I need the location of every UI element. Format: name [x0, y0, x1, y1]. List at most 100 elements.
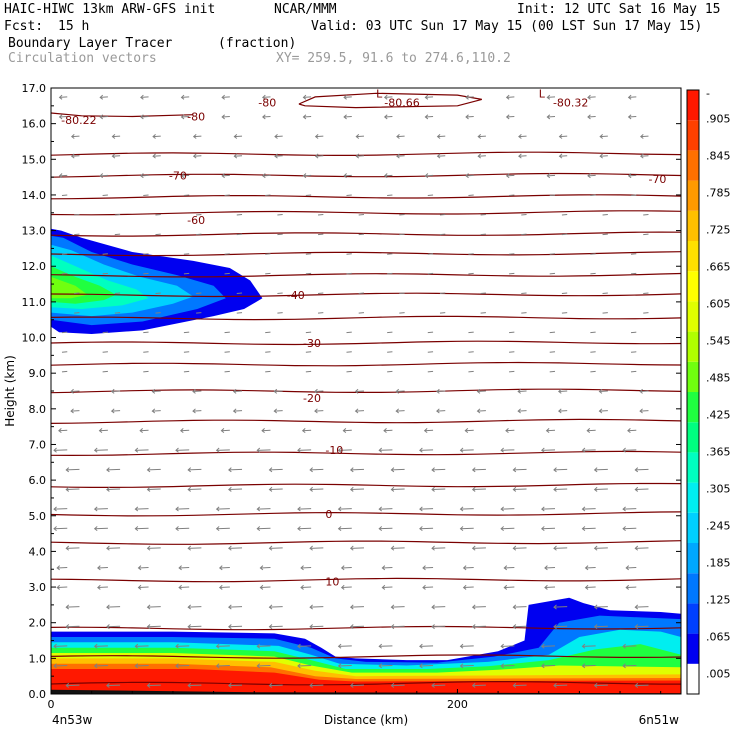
- wind-vector-head: [187, 545, 192, 551]
- wind-vector: [427, 351, 434, 353]
- colorbar-swatch: [687, 301, 699, 332]
- wind-vector: [97, 586, 108, 589]
- wind-vector: [355, 390, 364, 392]
- wind-vector: [112, 135, 121, 138]
- wind-vector-head: [65, 486, 70, 492]
- wind-vector: [183, 351, 190, 353]
- wind-vector: [317, 233, 324, 236]
- wind-vector: [599, 390, 608, 392]
- wind-vector-head: [431, 604, 435, 610]
- wind-vector-head: [349, 486, 354, 492]
- wind-vector: [102, 272, 108, 275]
- wind-vector: [602, 312, 608, 314]
- wind-vector: [432, 625, 446, 628]
- colorbar-swatch: [687, 663, 699, 694]
- wind-vector: [61, 351, 68, 353]
- wind-vector-head: [462, 584, 467, 590]
- wind-vector-head: [175, 526, 179, 532]
- isotherm-line: [51, 577, 681, 583]
- wind-vector: [553, 488, 568, 491]
- wind-vector: [140, 116, 149, 118]
- circulation-vectors: [53, 94, 649, 688]
- terrain: [51, 689, 681, 694]
- wind-vector: [594, 547, 608, 549]
- wind-vector: [338, 645, 352, 647]
- wind-vector-head: [558, 153, 563, 159]
- wind-vector: [317, 292, 324, 294]
- wind-vector-head: [187, 624, 192, 630]
- wind-vector: [623, 527, 637, 530]
- wind-vector-head: [215, 506, 220, 512]
- wind-vector: [504, 586, 515, 589]
- wind-vector-head: [309, 604, 313, 610]
- wind-vector: [635, 625, 649, 628]
- wind-vector: [594, 606, 608, 608]
- wind-vector: [501, 449, 515, 451]
- isotherm-line: [51, 251, 681, 257]
- wind-vector: [236, 233, 243, 236]
- wind-vector-head: [65, 604, 70, 610]
- wind-vector: [427, 253, 434, 255]
- wind-vector-head: [134, 526, 139, 532]
- wind-vector-head: [553, 467, 557, 473]
- wind-vector-head: [459, 643, 464, 649]
- wind-vector-head: [431, 545, 435, 551]
- wind-vector: [384, 174, 393, 177]
- wind-vector: [623, 645, 637, 647]
- wind-vector: [350, 625, 364, 628]
- wind-vector-head: [586, 428, 591, 434]
- wind-vector-head: [134, 447, 139, 453]
- wind-vector: [506, 116, 515, 118]
- y-tick-label: 16.0: [22, 118, 47, 131]
- wind-vector-head: [342, 428, 347, 434]
- wind-vector: [181, 96, 190, 98]
- wind-vector-head: [140, 94, 144, 100]
- wind-vector: [460, 527, 474, 530]
- isotherm-line: [51, 151, 681, 156]
- wind-vector: [305, 370, 312, 373]
- wind-vector: [112, 155, 121, 157]
- wind-vector: [513, 684, 527, 687]
- wind-vector-head: [471, 624, 476, 630]
- wind-vector-head: [134, 506, 139, 512]
- wind-vector: [236, 214, 243, 216]
- wind-vector: [427, 272, 434, 275]
- wind-vector-head: [500, 506, 504, 512]
- wind-vector: [501, 664, 515, 667]
- wind-vector: [175, 527, 190, 530]
- wind-vector: [188, 547, 202, 549]
- wind-vector-head: [581, 506, 586, 512]
- wind-vector-head: [256, 447, 261, 453]
- wind-vector: [439, 312, 446, 314]
- wind-vector: [143, 272, 149, 275]
- wind-vector: [635, 468, 649, 471]
- wind-vector: [181, 174, 190, 177]
- wind-vector: [477, 410, 486, 412]
- right-endpoint-label: 6n51w: [639, 713, 680, 727]
- wind-vector-head: [471, 682, 476, 688]
- wind-vector: [630, 272, 637, 275]
- wind-vector: [399, 292, 405, 294]
- wind-vector: [54, 527, 68, 530]
- wind-vector-head: [546, 94, 551, 100]
- wind-vector-head: [512, 486, 517, 492]
- wind-vector-head: [309, 486, 313, 492]
- wind-vector-head: [354, 408, 359, 414]
- wind-vector-head: [228, 624, 232, 630]
- wind-vector-head: [111, 133, 116, 139]
- wind-vector: [419, 449, 434, 451]
- wind-vector: [228, 488, 243, 491]
- wind-vector-head: [53, 447, 57, 453]
- wind-vector: [57, 586, 68, 589]
- wind-vector-head: [599, 153, 603, 159]
- wind-vector: [501, 645, 515, 647]
- wind-vector-head: [640, 133, 644, 139]
- wind-vector-head: [505, 173, 510, 179]
- colorbar-label: .245: [706, 520, 731, 533]
- colorbar-label: .125: [706, 594, 731, 607]
- wind-vector: [269, 468, 283, 471]
- wind-vector: [175, 508, 190, 510]
- wind-vector-head: [218, 565, 223, 571]
- wind-vector: [234, 135, 243, 138]
- wind-vector-head: [436, 408, 440, 414]
